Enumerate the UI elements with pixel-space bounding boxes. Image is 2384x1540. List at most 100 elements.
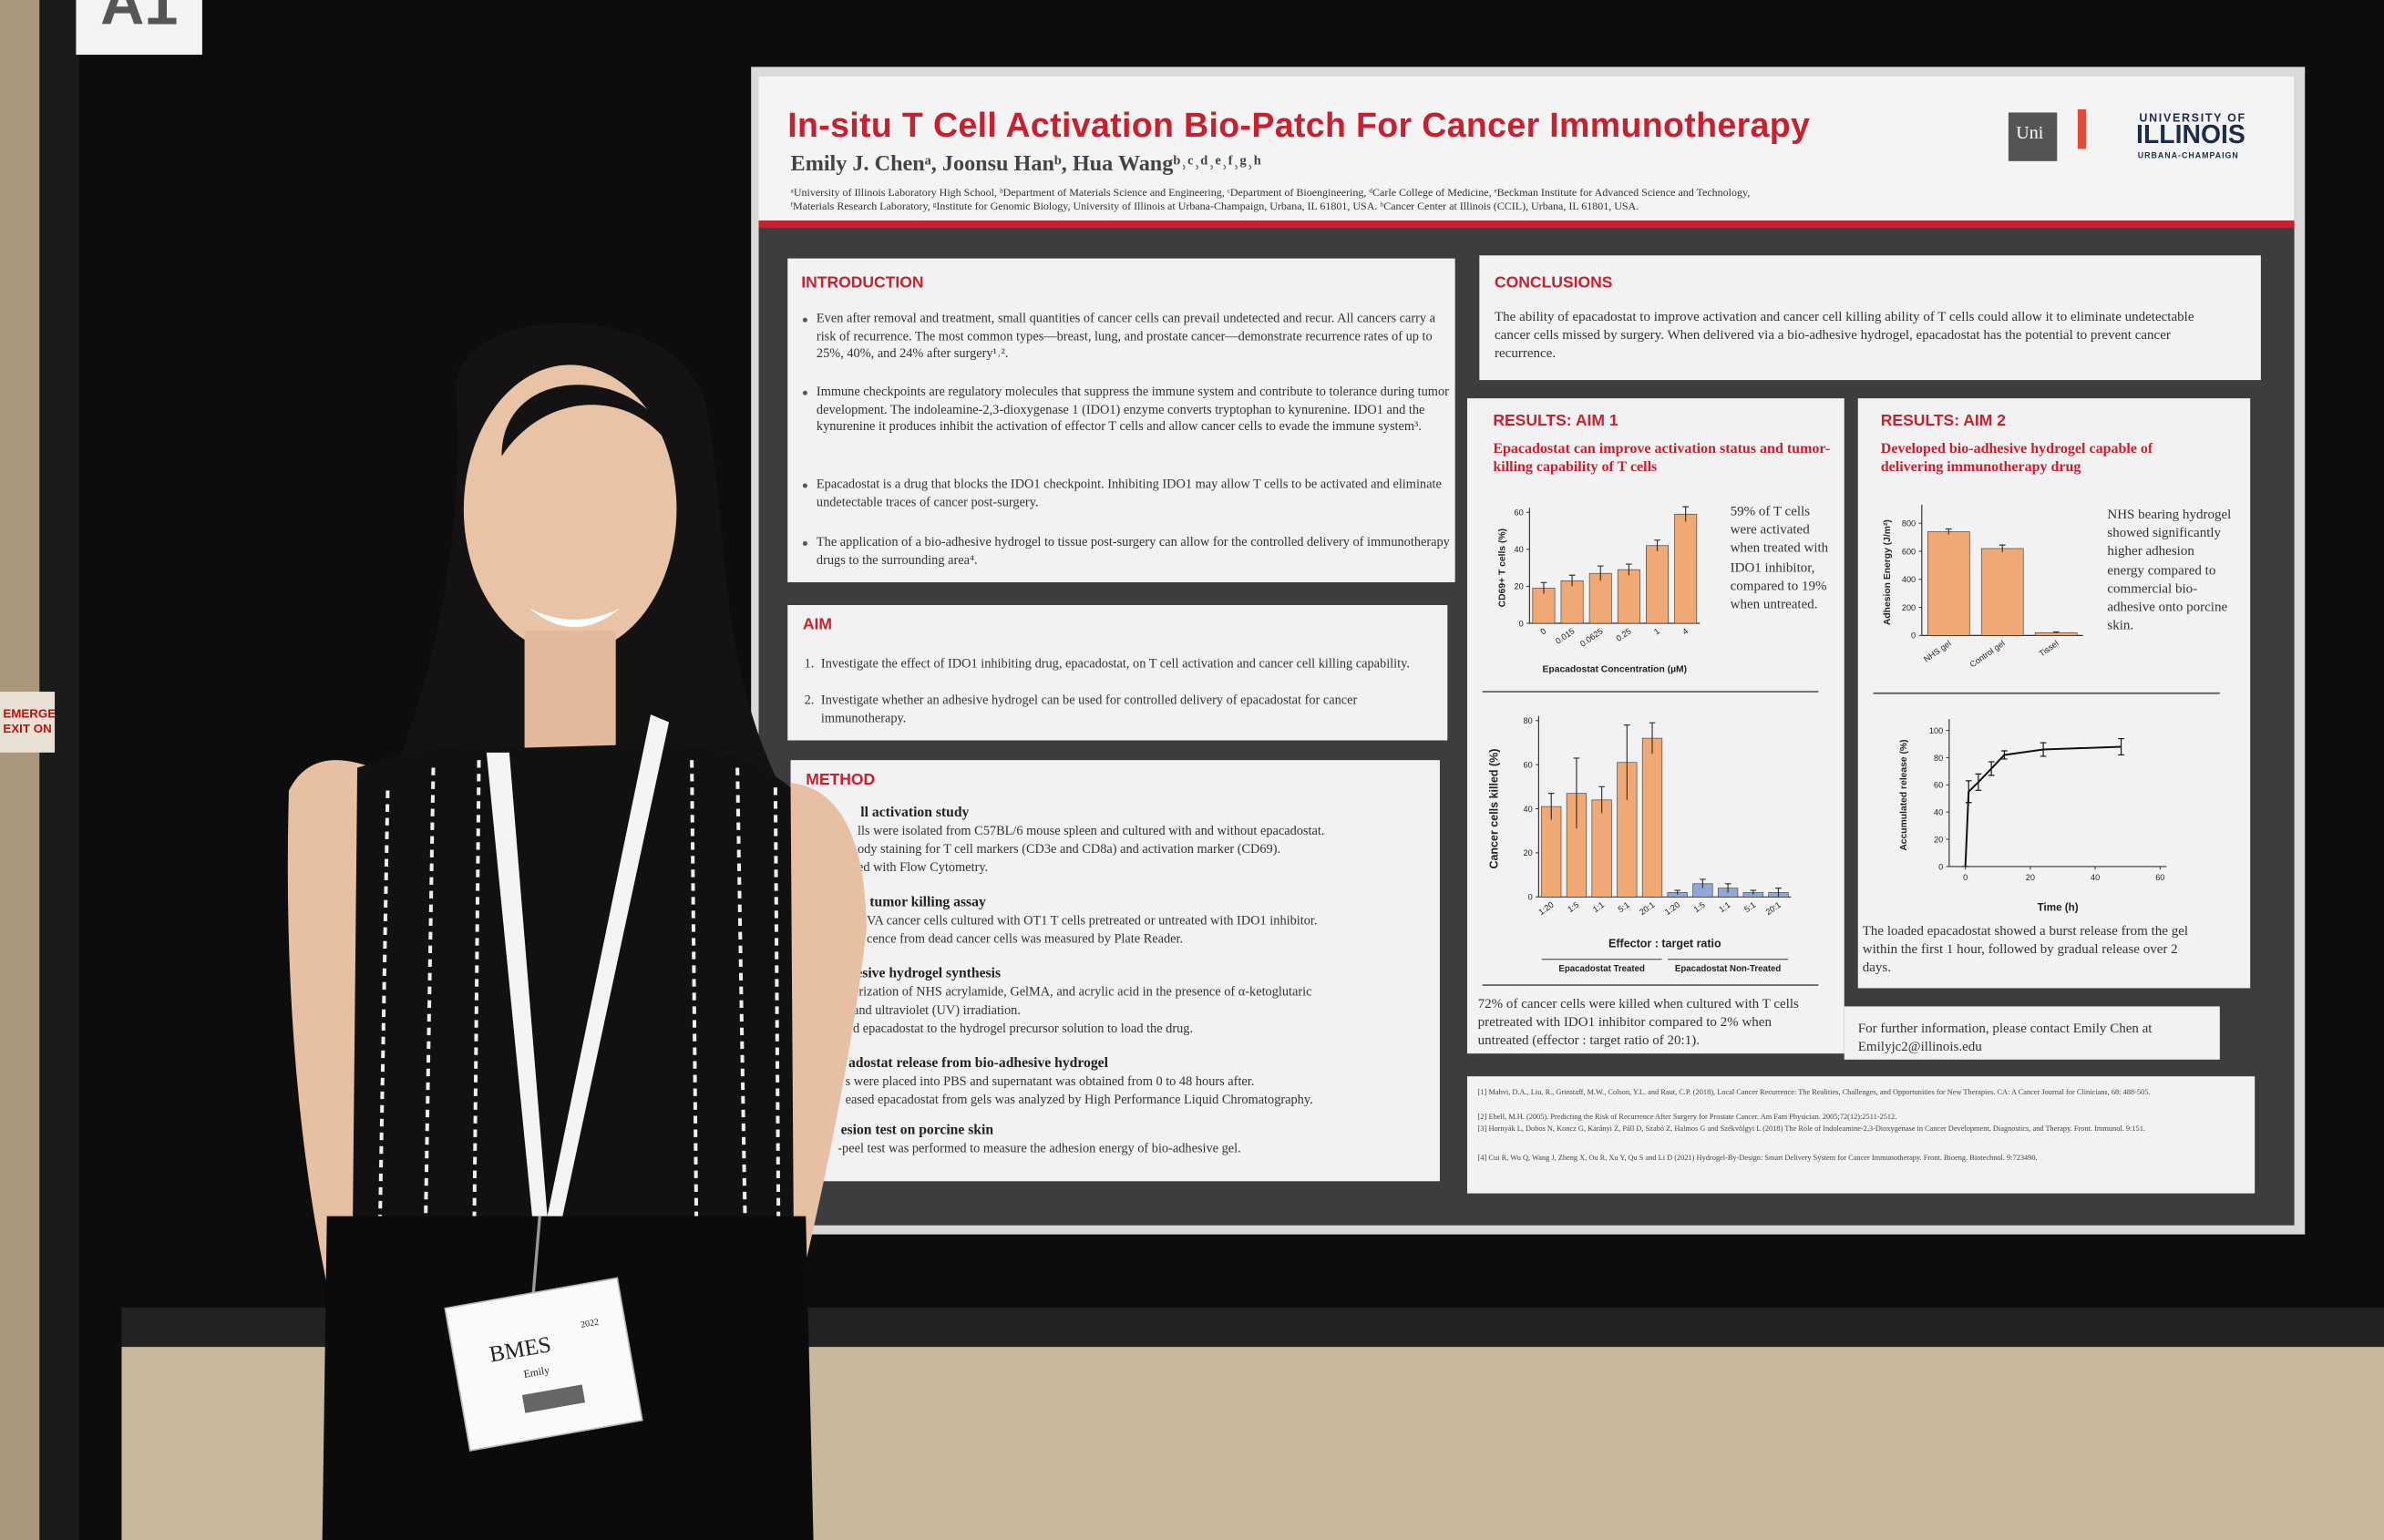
y-tick-label: 20 bbox=[1515, 582, 1524, 591]
error-bar bbox=[2052, 631, 2060, 634]
frame bbox=[39, 0, 79, 1540]
logo-i: I bbox=[2073, 98, 2091, 163]
error-bar bbox=[1573, 757, 1580, 829]
logo-university-of: UNIVERSITY OF bbox=[2139, 110, 2246, 125]
y-axis-label: Adhesion Energy (J/m²) bbox=[1883, 519, 1893, 625]
x-tick-label: 4 bbox=[1680, 626, 1690, 636]
error-bar bbox=[1654, 539, 1660, 551]
reference: [1] Mahvi, D.A., Liu, R., Grinstaff, M.W… bbox=[1477, 1090, 2151, 1098]
error-bar bbox=[1623, 724, 1630, 800]
bar bbox=[1532, 588, 1556, 624]
lanyard bbox=[547, 714, 670, 1217]
error-bar bbox=[1988, 761, 1995, 776]
affiliation: ᵃUniversity of Illinois Laboratory High … bbox=[790, 187, 1751, 200]
x-axis-label: Epacadostat Concentration (µM) bbox=[1543, 664, 1688, 674]
method-step-title: esion test on porcine skin bbox=[840, 1123, 994, 1139]
conclusions-text: The ability of epacadostat to improve ac… bbox=[1495, 308, 2194, 362]
name-badge bbox=[444, 1277, 643, 1452]
y-tick-label: 0 bbox=[1938, 862, 1943, 871]
section-heading: CONCLUSIONS bbox=[1495, 273, 1613, 293]
error-bar bbox=[1965, 780, 1972, 804]
badge-year: 2022 bbox=[580, 1318, 600, 1330]
method-box bbox=[790, 760, 1440, 1182]
y-tick-label: 200 bbox=[1902, 603, 1916, 612]
y-tick-label: 0 bbox=[1911, 631, 1916, 641]
exit-sign-text: EMERGE bbox=[3, 706, 57, 721]
error-bar bbox=[1775, 888, 1782, 898]
lanyard bbox=[486, 752, 548, 1217]
conclusions-box bbox=[1479, 255, 2261, 381]
x-tick-label: 40 bbox=[2091, 873, 2100, 882]
intro-bullet: Immune checkpoints are regulatory molecu… bbox=[801, 383, 1458, 436]
method-step-title: tumor killing assay bbox=[869, 895, 986, 911]
booth-number: A1 bbox=[100, 0, 179, 38]
error-bar bbox=[1999, 544, 2006, 552]
error-bar bbox=[1598, 785, 1605, 814]
bar bbox=[1560, 580, 1584, 624]
error-bar bbox=[1547, 793, 1555, 820]
error-bar bbox=[2001, 750, 2008, 760]
y-axis-label: Accumulated release (%) bbox=[1899, 739, 1909, 850]
x-tick-label: 1 bbox=[1652, 626, 1661, 636]
y-tick-label: 40 bbox=[1934, 808, 1943, 817]
contact: For further information, please contact … bbox=[1857, 1020, 2153, 1054]
y-tick-label: 800 bbox=[1902, 519, 1916, 529]
y-tick-label: 80 bbox=[1524, 716, 1533, 725]
y-axis-label: Cancer cells killed (%) bbox=[1487, 749, 1500, 869]
intro-bullet: Epacadostat is a drug that blocks the ID… bbox=[801, 476, 1458, 511]
section-heading: AIM bbox=[802, 615, 833, 634]
logo-campus: URBANA-CHAMPAIGN bbox=[2137, 151, 2239, 161]
error-bar bbox=[1945, 528, 1952, 535]
method-line: d epacadostat to the hydrogel precursor … bbox=[852, 1019, 1194, 1035]
x-tick-label: 0 bbox=[1963, 873, 1968, 882]
booth-card bbox=[76, 0, 202, 56]
intro-bullet: The application of a bio-adhesive hydrog… bbox=[801, 534, 1458, 570]
y-tick-label: 40 bbox=[1515, 545, 1524, 554]
pattern-line bbox=[773, 787, 781, 1217]
intro-box bbox=[787, 258, 1455, 582]
y-axis-label: CD69+ T cells (%) bbox=[1498, 529, 1508, 607]
aim1-box bbox=[1466, 398, 1845, 1054]
method-line: -peel test was performed to measure the … bbox=[837, 1140, 1241, 1155]
neck bbox=[524, 631, 616, 753]
section-heading: RESULTS: AIM 2 bbox=[1880, 412, 2007, 431]
aim-item: Investigate the effect of IDO1 inhibitin… bbox=[805, 655, 1433, 672]
reference: [3] Hornyák L, Dobos N, Koncz G, Karányi… bbox=[1477, 1126, 2145, 1134]
method-line: VA cancer cells cultured with OT1 T cell… bbox=[866, 911, 1318, 928]
error-bar bbox=[1649, 722, 1656, 755]
y-tick-label: 60 bbox=[1934, 781, 1943, 790]
results-subtitle: Epacadostat can improve activation statu… bbox=[1493, 440, 1831, 476]
bar bbox=[1980, 548, 2024, 636]
group-label: Epacadostat Non-Treated bbox=[1675, 964, 1782, 974]
wall bbox=[0, 0, 40, 1540]
reference: [4] Cui R, Wu Q, Wang J, Zheng X, Ou R, … bbox=[1477, 1155, 2038, 1164]
x-tick-label: 60 bbox=[2155, 873, 2164, 882]
chart-note: 59% of T cells were activated when treat… bbox=[1730, 503, 1829, 611]
results-subtitle: Developed bio-adhesive hydrogel capable … bbox=[1880, 440, 2153, 476]
x-tick-label: 20 bbox=[2026, 873, 2035, 882]
chart-note: The loaded epacadostat showed a burst re… bbox=[1862, 922, 2189, 976]
poster-title: In-situ T Cell Activation Bio-Patch For … bbox=[787, 106, 1811, 145]
y-tick-label: 40 bbox=[1524, 805, 1533, 814]
top-pattern bbox=[378, 760, 781, 1217]
exit-sign bbox=[0, 692, 56, 753]
logo-uni: Uni bbox=[2016, 121, 2044, 143]
error-bar bbox=[1700, 878, 1706, 888]
smile bbox=[529, 608, 621, 628]
error-bar bbox=[1682, 506, 1690, 522]
pattern-line bbox=[378, 790, 390, 1217]
affiliation: ᶠMaterials Research Laboratory, ᵍInstitu… bbox=[790, 200, 1639, 213]
contact-box bbox=[1844, 1006, 2220, 1060]
method-line: s were placed into PBS and supernatant w… bbox=[845, 1073, 1255, 1089]
method-step-title: adostat release from bio-adhesive hydrog… bbox=[848, 1056, 1108, 1073]
y-tick-label: 400 bbox=[1902, 575, 1916, 584]
aim-number: 2. bbox=[804, 692, 815, 707]
references-box bbox=[1466, 1076, 2256, 1194]
y-tick-label: 20 bbox=[1524, 848, 1533, 857]
aim-item: Investigate whether an adhesive hydrogel… bbox=[804, 692, 1358, 725]
y-tick-label: 80 bbox=[1934, 754, 1943, 763]
error-bar bbox=[1674, 889, 1681, 895]
pattern-line bbox=[424, 767, 436, 1217]
